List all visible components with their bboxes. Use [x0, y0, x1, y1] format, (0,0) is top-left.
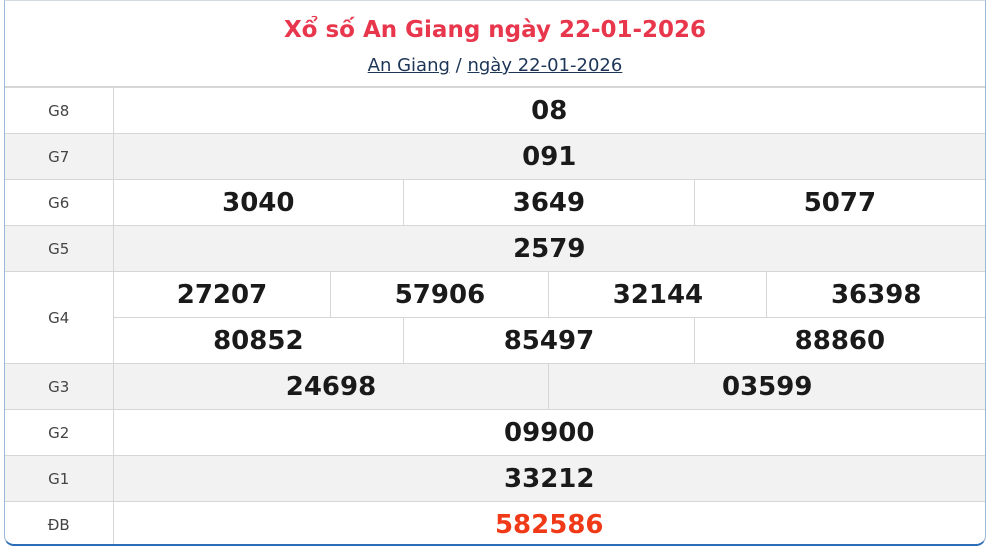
prize-number: 24698 — [112, 363, 550, 410]
prize-row-g6: G6 3040 3649 5077 — [5, 179, 985, 226]
prize-number: 36398 — [766, 271, 985, 318]
prize-number: 3040 — [112, 179, 405, 226]
prize-number: 5077 — [693, 179, 985, 226]
prize-row-g5: G5 2579 — [5, 225, 985, 272]
results-table: G8 08 G7 091 G6 3040 3649 5077 G5 2579 G4 27207… — [5, 87, 985, 544]
prize-row-g2: G2 09900 — [5, 409, 985, 456]
prize-row-g1: G1 33212 — [5, 455, 985, 502]
prize-label: G3 — [5, 363, 114, 410]
prize-number: 27207 — [112, 271, 332, 318]
prize-number: 08 — [112, 87, 985, 134]
results-header: Xổ số An Giang ngày 22-01-2026 An Giang … — [5, 1, 985, 87]
breadcrumb-separator: / — [455, 55, 462, 76]
prize-label: G2 — [5, 409, 114, 456]
prize-label: G8 — [5, 87, 114, 134]
page-title: Xổ số An Giang ngày 22-01-2026 — [283, 17, 707, 43]
prize-number: 33212 — [112, 455, 985, 502]
prize-number: 57906 — [330, 271, 550, 318]
prize-number: 2579 — [112, 225, 985, 272]
prize-row-g7: G7 091 — [5, 133, 985, 180]
prize-number: 091 — [112, 133, 985, 180]
prize-label: G7 — [5, 133, 114, 180]
breadcrumb-date-link[interactable]: ngày 22-01-2026 — [467, 55, 623, 76]
prize-row-g3: G3 24698 03599 — [5, 363, 985, 410]
prize-label: G5 — [5, 225, 114, 272]
prize-number: 03599 — [548, 363, 985, 410]
prize-label: G4 — [5, 271, 114, 364]
prize-number: 85497 — [403, 317, 695, 364]
prize-row-g4: G4 27207 57906 32144 36398 — [5, 271, 985, 364]
special-prize-number: 582586 — [112, 501, 985, 544]
prize-row-special: ĐB 582586 — [5, 501, 985, 544]
prize-label: G1 — [5, 455, 114, 502]
prize-row-g8: G8 08 — [5, 87, 985, 134]
prize-number: 88860 — [693, 317, 985, 364]
prize-number: 32144 — [548, 271, 768, 318]
results-card: Xổ số An Giang ngày 22-01-2026 An Giang … — [4, 0, 986, 546]
prize-number: 80852 — [112, 317, 405, 364]
prize-number: 09900 — [112, 409, 985, 456]
prize-label: ĐB — [5, 501, 114, 544]
breadcrumb: An Giang / ngày 22-01-2026 — [5, 55, 985, 76]
prize-row-g4-second: 80852 85497 88860 — [5, 317, 985, 364]
prize-number: 3649 — [403, 179, 695, 226]
breadcrumb-province-link[interactable]: An Giang — [367, 55, 450, 76]
prize-label: G6 — [5, 179, 114, 226]
